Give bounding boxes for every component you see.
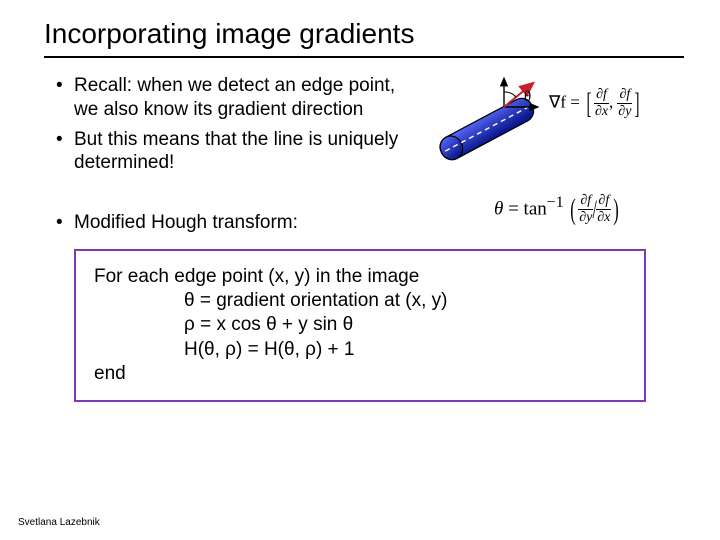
theta-label: θ <box>524 89 531 106</box>
theta-equation: θ = tan−1 (∂f∂y/∂f∂x) <box>494 194 621 225</box>
bullet-2: But this means that the line is uniquely… <box>56 128 406 176</box>
algo-line-2: θ = gradient orientation at (x, y) <box>94 289 626 313</box>
algorithm-box: For each edge point (x, y) in the image … <box>74 249 646 403</box>
gradient-equation: ∇f = [∂f∂x, ∂f∂y] <box>549 88 642 119</box>
bullet-1: Recall: when we detect an edge point, we… <box>56 74 406 122</box>
slide-title: Incorporating image gradients <box>0 0 720 56</box>
algo-line-3: ρ = x cos θ + y sin θ <box>94 313 626 337</box>
algo-line-1: For each edge point (x, y) in the image <box>94 265 626 289</box>
bullet-list: Recall: when we detect an edge point, we… <box>56 74 406 175</box>
bullet-list-2: Modified Hough transform: <box>56 211 406 235</box>
bullet-3: Modified Hough transform: <box>56 211 406 235</box>
attribution: Svetlana Lazebnik <box>18 517 100 528</box>
edge-illustration <box>434 74 554 164</box>
gradient-figure: θ ∇f = [∂f∂x, ∂f∂y] θ = tan−1 (∂f∂y/∂f∂x… <box>434 74 674 244</box>
algo-line-4: H(θ, ρ) = H(θ, ρ) + 1 <box>94 338 626 362</box>
algo-line-5: end <box>94 362 626 386</box>
